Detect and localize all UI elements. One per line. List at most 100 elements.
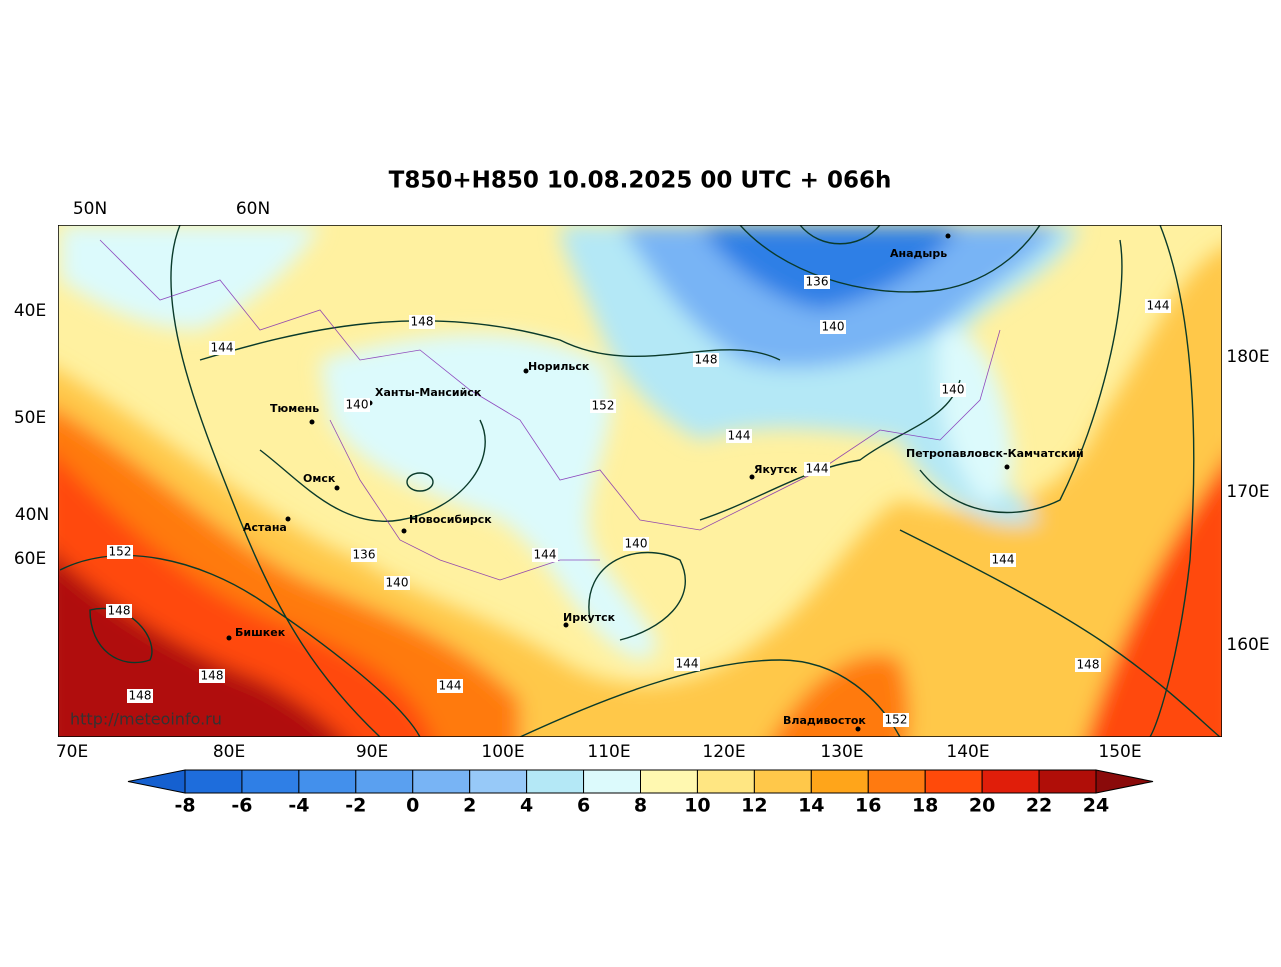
city-label: Новосибирск [409, 513, 492, 526]
axis-label: 180E [1226, 347, 1269, 367]
axis-label: 70E [56, 742, 88, 762]
axis-label: 170E [1226, 482, 1269, 502]
contour-label-bg [820, 320, 846, 334]
city-dot [401, 528, 407, 534]
city-label: Иркутск [563, 611, 616, 624]
contour-label: 152 [885, 713, 908, 727]
contour-label-bg [351, 548, 377, 562]
colorbar-tick-label: 18 [912, 795, 938, 817]
colorbar-swatch [469, 769, 528, 794]
colorbar-swatch [753, 769, 812, 794]
colorbar-tick-label: -6 [231, 795, 252, 817]
colorbar-tick-label: -8 [174, 795, 195, 817]
contour-label-bg [107, 545, 133, 559]
city-dot [1004, 464, 1010, 470]
colorbar-tick-label: -4 [288, 795, 309, 817]
axis-label: 50N [73, 199, 107, 219]
axis-label: 110E [587, 742, 630, 762]
map [58, 225, 1222, 737]
axis-label: 100E [481, 742, 524, 762]
contour-label: 136 [353, 548, 376, 562]
colorbar-tick-label: 2 [463, 795, 476, 817]
watermark: http://meteoinfo.ru [70, 710, 222, 729]
contour-label-bg [344, 398, 370, 412]
contour-label: 148 [1077, 658, 1100, 672]
axis-label: 140E [946, 742, 989, 762]
contour-label: 144 [992, 553, 1015, 567]
axis-label: 50E [14, 408, 46, 428]
contour-label-bg [1075, 658, 1101, 672]
city-dot [285, 516, 291, 522]
contour-label-bg [726, 429, 752, 443]
colorbar-swatch [412, 769, 471, 794]
colorbar-tick-label: 14 [798, 795, 824, 817]
axis-label: 60E [14, 549, 46, 569]
contour-label-bg [674, 657, 700, 671]
city-label: Тюмень [270, 402, 319, 415]
contour-label-bg [883, 713, 909, 727]
colorbar-swatch [583, 769, 641, 794]
city-dot [334, 485, 340, 491]
axis-label: 40E [14, 301, 46, 321]
contour-label-bg [804, 275, 830, 289]
colorbar-swatch [526, 769, 585, 794]
city-label: Владивосток [783, 714, 866, 727]
contour-label: 152 [592, 399, 615, 413]
contour-label-bg [990, 553, 1016, 567]
colorbar-tick-label: 16 [855, 795, 881, 817]
contour-label: 136 [806, 275, 829, 289]
colorbar-tick-label: 4 [520, 795, 533, 817]
axis-label: 130E [820, 742, 863, 762]
city-label: Анадырь [890, 247, 947, 260]
contour-label: 144 [806, 462, 829, 476]
colorbar-swatch [1038, 769, 1097, 794]
contour-label: 144 [211, 341, 234, 355]
contour-label-bg [693, 353, 719, 367]
colorbar-tick-label: 24 [1083, 795, 1109, 817]
contour-label-bg [804, 462, 830, 476]
axis-label: 40N [15, 505, 49, 525]
contour-label: 148 [695, 353, 718, 367]
city-dot [945, 233, 951, 239]
contour-label-bg [209, 341, 235, 355]
contour-label-bg [623, 537, 649, 551]
city-label: Ханты-Мансийск [375, 386, 482, 399]
city-label: Астана [243, 521, 287, 534]
colorbar-tick-label: 6 [577, 795, 590, 817]
axis-label: 120E [702, 742, 745, 762]
contour-label: 140 [942, 383, 965, 397]
contour-label-bg [106, 604, 132, 618]
colorbar-end [1095, 769, 1154, 794]
contour-label-bg [409, 315, 435, 329]
colorbar-tick-label: 0 [406, 795, 419, 817]
contour-label-bg [127, 689, 153, 703]
colorbar-swatch [298, 769, 357, 794]
contour-label: 140 [346, 398, 369, 412]
city-dot [309, 419, 315, 425]
colorbar-swatch [981, 769, 1040, 794]
contour-label: 148 [108, 604, 131, 618]
colorbar-swatch [241, 769, 300, 794]
contour-label: 140 [822, 320, 845, 334]
contour-label: 140 [386, 576, 409, 590]
colorbar-tick-label: 10 [684, 795, 710, 817]
colorbar-tick-label: 20 [969, 795, 995, 817]
colorbar-end [127, 769, 186, 794]
city-label: Норильск [528, 360, 590, 373]
colorbar-swatch [810, 769, 869, 794]
contour-label: 144 [728, 429, 751, 443]
contour-label: 148 [129, 689, 152, 703]
colorbar-swatch [184, 769, 243, 794]
contour-label: 144 [439, 679, 462, 693]
city-dot [226, 635, 232, 641]
city-dot [855, 726, 861, 732]
city-label: Якутск [754, 463, 798, 476]
contour-label: 140 [625, 537, 648, 551]
colorbar-swatch [867, 769, 926, 794]
city-label: Петропавловск-Камчатский [906, 447, 1084, 460]
colorbar-swatch [355, 769, 414, 794]
axis-label: 150E [1098, 742, 1141, 762]
colorbar-swatch [696, 769, 755, 794]
colorbar-swatch [640, 769, 698, 794]
axis-label: 160E [1226, 635, 1269, 655]
